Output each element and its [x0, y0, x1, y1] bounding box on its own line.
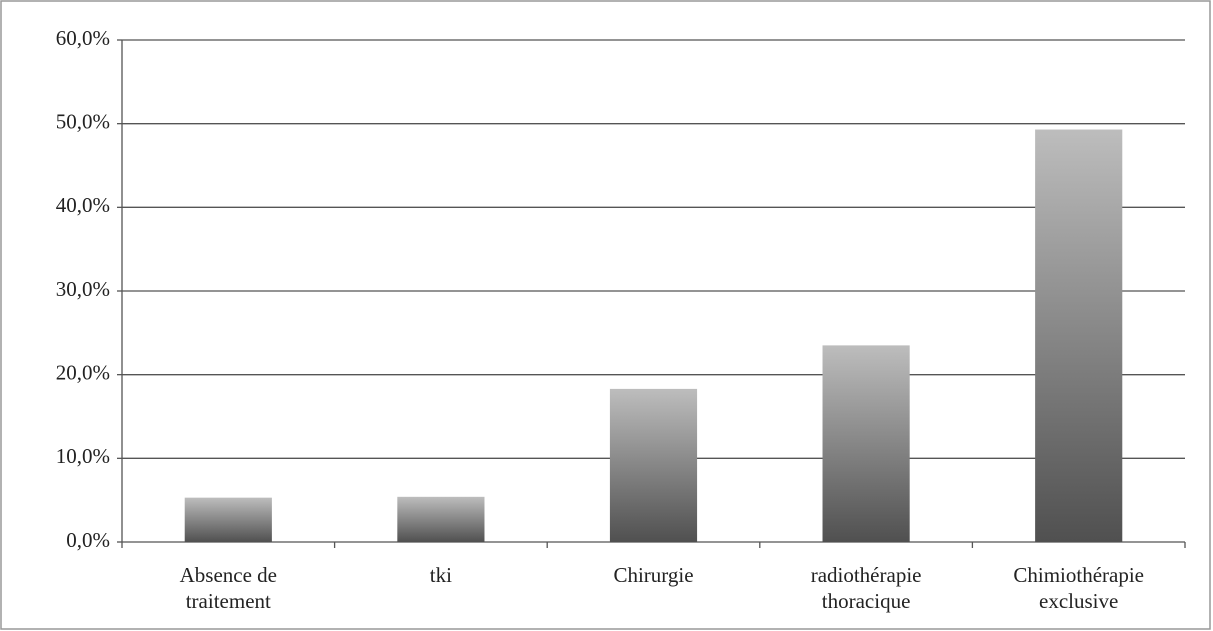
x-tick-label: radiothérapie thoracique — [810, 563, 922, 613]
y-tick-label: 60,0% — [56, 26, 110, 50]
y-tick-label: 20,0% — [56, 360, 110, 384]
x-tick-label: tki — [429, 563, 452, 587]
bar — [184, 497, 272, 542]
x-tick-label: Chimiothérapie exclusive — [1013, 563, 1144, 613]
y-tick-label: 10,0% — [56, 444, 110, 468]
bar — [609, 388, 698, 542]
y-tick-label: 0,0% — [66, 528, 110, 552]
x-tick-label: Chirurgie — [613, 563, 694, 587]
bar — [822, 345, 910, 542]
y-tick-label: 30,0% — [56, 277, 110, 301]
y-tick-label: 40,0% — [56, 193, 110, 217]
bar — [1035, 129, 1123, 543]
x-tick-label: Absence de traitement — [179, 563, 277, 613]
y-tick-label: 50,0% — [56, 109, 110, 133]
bar — [397, 496, 485, 542]
